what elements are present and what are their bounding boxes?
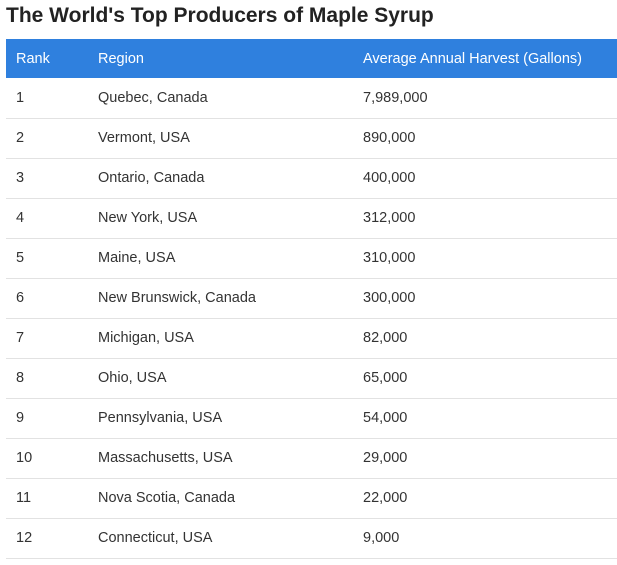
cell-rank: 4 — [6, 198, 88, 239]
table-row: 6 New Brunswick, Canada 300,000 — [6, 278, 617, 319]
page-title: The World's Top Producers of Maple Syrup — [6, 4, 434, 27]
table-row: 8 Ohio, USA 65,000 — [6, 358, 617, 399]
table-row: 12 Connecticut, USA 9,000 — [6, 518, 617, 559]
cell-region: Connecticut, USA — [88, 518, 353, 559]
column-header-harvest: Average Annual Harvest (Gallons) — [353, 39, 617, 78]
cell-region: Ohio, USA — [88, 358, 353, 399]
cell-region: Michigan, USA — [88, 318, 353, 359]
cell-region: Nova Scotia, Canada — [88, 478, 353, 519]
cell-region: New York, USA — [88, 198, 353, 239]
cell-harvest: 890,000 — [353, 118, 617, 159]
cell-rank: 2 — [6, 118, 88, 159]
cell-harvest: 312,000 — [353, 198, 617, 239]
table-row: 3 Ontario, Canada 400,000 — [6, 158, 617, 199]
cell-harvest: 310,000 — [353, 238, 617, 279]
table-header: Rank Region Average Annual Harvest (Gall… — [6, 39, 617, 78]
cell-region: Maine, USA — [88, 238, 353, 279]
cell-harvest: 300,000 — [353, 278, 617, 319]
cell-harvest: 29,000 — [353, 438, 617, 479]
cell-region: Vermont, USA — [88, 118, 353, 159]
table-row: 4 New York, USA 312,000 — [6, 198, 617, 239]
cell-region: Pennsylvania, USA — [88, 398, 353, 439]
table-row: 9 Pennsylvania, USA 54,000 — [6, 398, 617, 439]
cell-region: Massachusetts, USA — [88, 438, 353, 479]
cell-rank: 5 — [6, 238, 88, 279]
cell-harvest: 54,000 — [353, 398, 617, 439]
cell-rank: 10 — [6, 438, 88, 479]
cell-region: New Brunswick, Canada — [88, 278, 353, 319]
column-header-region: Region — [88, 39, 353, 78]
cell-harvest: 7,989,000 — [353, 78, 617, 119]
cell-region: Quebec, Canada — [88, 78, 353, 119]
table-row: 11 Nova Scotia, Canada 22,000 — [6, 478, 617, 519]
cell-rank: 1 — [6, 78, 88, 119]
table-row: 1 Quebec, Canada 7,989,000 — [6, 78, 617, 119]
cell-rank: 9 — [6, 398, 88, 439]
table-row: 10 Massachusetts, USA 29,000 — [6, 438, 617, 479]
cell-harvest: 9,000 — [353, 518, 617, 559]
cell-rank: 6 — [6, 278, 88, 319]
table-header-row: Rank Region Average Annual Harvest (Gall… — [6, 39, 617, 78]
cell-harvest: 22,000 — [353, 478, 617, 519]
table-row: 2 Vermont, USA 890,000 — [6, 118, 617, 159]
cell-harvest: 65,000 — [353, 358, 617, 399]
table-row: 7 Michigan, USA 82,000 — [6, 318, 617, 359]
cell-rank: 12 — [6, 518, 88, 559]
table-body: 1 Quebec, Canada 7,989,000 2 Vermont, US… — [6, 78, 617, 559]
column-header-rank: Rank — [6, 39, 88, 78]
cell-harvest: 400,000 — [353, 158, 617, 199]
cell-harvest: 82,000 — [353, 318, 617, 359]
cell-rank: 7 — [6, 318, 88, 359]
cell-rank: 8 — [6, 358, 88, 399]
maple-syrup-producers-table: Rank Region Average Annual Harvest (Gall… — [6, 39, 617, 559]
cell-rank: 11 — [6, 478, 88, 519]
cell-region: Ontario, Canada — [88, 158, 353, 199]
table-row: 5 Maine, USA 310,000 — [6, 238, 617, 279]
cell-rank: 3 — [6, 158, 88, 199]
